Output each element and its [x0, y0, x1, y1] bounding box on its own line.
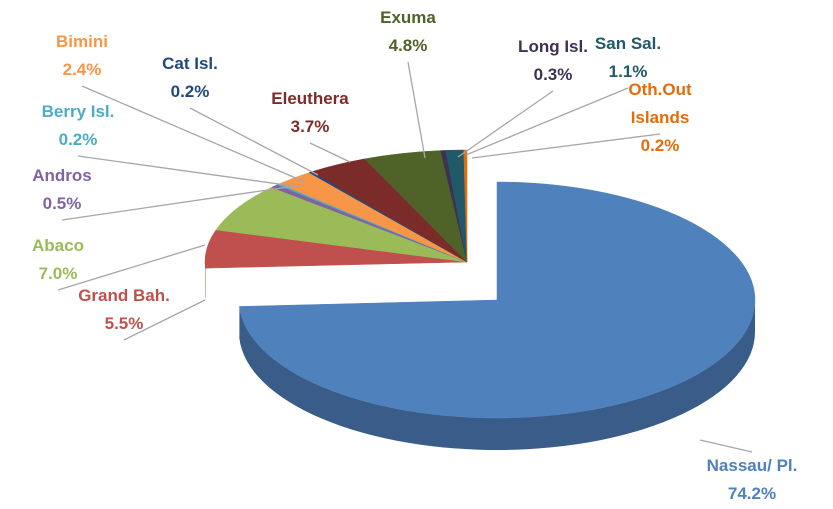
category-label: Oth.Out Islands	[628, 80, 692, 127]
data-label: Grand Bah. 5.5%	[78, 282, 170, 338]
category-label: Bimini	[56, 32, 108, 51]
data-label: Oth.Out Islands 0.2%	[620, 76, 700, 160]
value-label: 5.5%	[104, 314, 144, 333]
slice-sides	[205, 262, 755, 450]
category-label: Exuma	[380, 8, 436, 27]
data-label: Andros 0.5%	[32, 162, 92, 218]
category-label: Abaco	[32, 236, 84, 255]
leader-line	[407, 61, 426, 159]
leader-line	[189, 107, 319, 176]
leader-line	[471, 133, 661, 159]
data-label: San Sal. 1.1%	[595, 30, 661, 86]
category-label: Long Isl.	[518, 37, 588, 56]
slice	[239, 181, 756, 419]
leader-line	[81, 85, 306, 183]
value-label: 3.7%	[290, 117, 330, 136]
value-label: 7.0%	[38, 264, 78, 283]
category-label: Nassau/ Pl.	[706, 456, 798, 475]
leader-line	[457, 90, 554, 158]
category-label: Eleuthera	[271, 89, 349, 108]
data-label: Long Isl. 0.3%	[518, 33, 588, 89]
leader-line	[699, 439, 753, 453]
category-label: San Sal.	[594, 34, 662, 53]
value-label: 74.2%	[727, 484, 777, 503]
leader-lines	[57, 61, 753, 453]
value-label: 0.2%	[58, 130, 98, 149]
value-label: 1.1%	[608, 62, 648, 81]
data-label: Bimini 2.4%	[56, 28, 108, 84]
value-label: 2.4%	[62, 60, 102, 79]
leader-line	[123, 299, 206, 341]
slice	[215, 187, 468, 263]
slice-side	[239, 300, 755, 450]
category-label: Andros	[32, 166, 92, 185]
data-label: Exuma 4.8%	[380, 4, 436, 60]
category-label: Berry Isl.	[41, 102, 115, 121]
data-label: Abaco 7.0%	[32, 232, 84, 288]
value-label: 0.5%	[42, 194, 82, 213]
data-label: Cat Isl. 0.2%	[162, 50, 218, 106]
leader-line	[61, 185, 296, 221]
value-label: 0.3%	[533, 65, 573, 84]
leader-line	[57, 244, 206, 291]
leader-line	[465, 87, 629, 156]
leader-line	[309, 142, 351, 163]
leader-line	[77, 155, 301, 188]
value-label: 0.2%	[170, 82, 210, 101]
category-label: Cat Isl.	[162, 54, 218, 73]
slice-tops	[204, 149, 756, 419]
data-label: Nassau/ Pl. 74.2%	[707, 452, 798, 508]
category-label: Grand Bah.	[78, 286, 170, 305]
data-label: Eleuthera 3.7%	[271, 85, 348, 141]
value-label: 0.2%	[640, 136, 680, 155]
value-label: 4.8%	[388, 36, 428, 55]
data-label: Berry Isl. 0.2%	[42, 98, 115, 154]
